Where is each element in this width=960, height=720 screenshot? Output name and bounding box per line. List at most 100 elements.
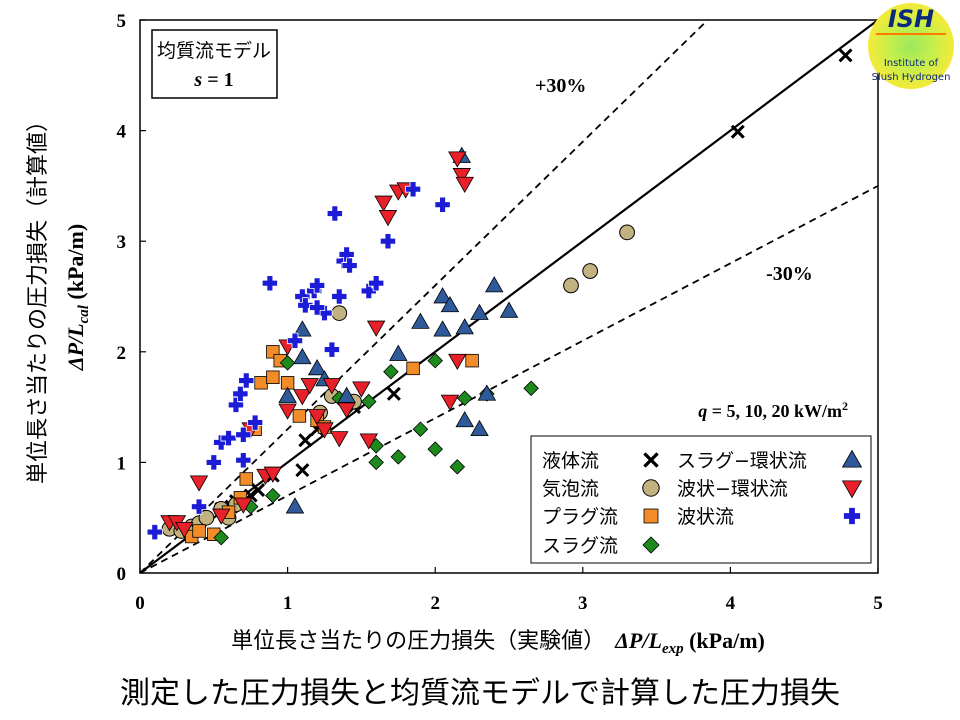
minus30-label: -30%	[766, 263, 813, 285]
legend-label: 波状−環状流	[677, 478, 788, 500]
legend-marker-circle	[642, 479, 660, 497]
figure-caption: 測定した圧力損失と均質流モデルで計算した圧力損失	[120, 676, 840, 711]
point-plus	[405, 181, 422, 198]
point-square	[192, 524, 206, 538]
logo-subtitle-2: Slush Hydrogen	[872, 72, 951, 83]
point-circle	[331, 305, 348, 321]
point-triangle-up	[307, 359, 327, 376]
point-square	[254, 376, 268, 390]
point-triangle-up	[389, 344, 408, 361]
point-plus	[434, 196, 451, 213]
y-axis-title-jp: 単位長さ当たりの圧力損失（計算値）	[26, 110, 51, 484]
legend-label: 液体流	[542, 450, 599, 472]
y-tick-label: 2	[117, 343, 127, 364]
point-diamond	[279, 355, 296, 371]
point-plus	[238, 372, 255, 389]
point-plus	[323, 341, 340, 358]
point-triangle-down	[352, 381, 371, 398]
point-triangle-down	[378, 210, 398, 227]
svg-text:ΔP/Lcal (kPa/m): ΔP/Lcal (kPa/m)	[63, 224, 92, 371]
x-tick-label: 2	[430, 593, 440, 614]
point-plus	[247, 414, 264, 431]
point-plus	[368, 275, 385, 292]
y-tick-label: 4	[117, 122, 127, 143]
point-diamond	[213, 529, 229, 546]
point-square	[266, 370, 280, 384]
plot-frame	[139, 19, 879, 574]
point-triangle-down	[330, 431, 349, 448]
point-plus	[205, 454, 222, 471]
legend-label: 気泡流	[542, 478, 599, 500]
svg-text:単位長さ当たりの圧力損失（実験値）ΔP/Lexp (kPa/: 単位長さ当たりの圧力損失（実験値） ΔP/Lexp (kPa/m)	[231, 628, 765, 657]
point-plus	[286, 332, 304, 349]
reference-line-0	[140, 20, 878, 573]
logo-subtitle-1: Institute of	[884, 58, 939, 69]
point-plus	[309, 299, 326, 316]
point-plus	[341, 257, 358, 274]
point-x	[295, 463, 310, 478]
point-triangle-down	[337, 402, 356, 419]
axis-ticks: 0 1 2 3 4 5 0 1 2 3 4 5	[117, 11, 883, 614]
point-triangle-up	[433, 287, 452, 304]
point-plus	[232, 385, 249, 402]
point-triangle-up	[293, 320, 312, 337]
point-triangle-down	[293, 389, 312, 406]
point-diamond	[523, 380, 539, 397]
point-triangle-down	[440, 394, 460, 411]
y-axis-title: 単位長さ当たりの圧力損失（計算値） ΔP/Lcal (kPa/m)	[26, 110, 92, 484]
legend-marker-triangle-up	[841, 449, 863, 468]
point-plus	[309, 277, 326, 294]
point-triangle-down	[374, 195, 393, 212]
point-triangle-up	[455, 318, 474, 335]
data-markers	[146, 48, 853, 546]
x-tick-label: 1	[283, 593, 293, 614]
point-diamond	[265, 487, 281, 504]
point-plus	[326, 205, 343, 222]
point-square	[406, 361, 420, 376]
point-diamond	[449, 459, 466, 475]
legend-label: スラグ流	[542, 535, 618, 557]
point-plus	[235, 426, 252, 443]
point-diamond	[383, 363, 399, 380]
x-tick-label: 5	[873, 593, 883, 614]
legend-label: スラグ−環状流	[677, 450, 807, 472]
point-plus	[190, 498, 208, 515]
point-plus	[146, 524, 163, 541]
point-triangle-down	[455, 176, 474, 194]
point-plus	[297, 297, 314, 314]
point-triangle-up	[278, 386, 297, 403]
point-plus	[227, 396, 244, 413]
point-plus	[379, 233, 397, 250]
point-plus	[220, 430, 237, 447]
model-box-param: s = 1	[193, 69, 233, 91]
point-diamond	[427, 441, 443, 457]
point-triangle-up	[293, 347, 312, 365]
point-square	[465, 353, 479, 368]
point-triangle-up	[337, 386, 356, 403]
point-triangle-up	[285, 497, 305, 514]
condition-label: q = 5, 10, 20 kW/m2	[698, 399, 848, 421]
reference-line-2	[140, 185, 878, 573]
y-tick-label: 0	[117, 564, 127, 585]
point-diamond	[456, 390, 473, 407]
point-square	[292, 409, 307, 423]
point-triangle-down	[175, 521, 194, 539]
point-triangle-down	[322, 378, 342, 395]
point-triangle-down	[263, 466, 283, 483]
point-triangle-up	[470, 419, 489, 437]
point-diamond	[368, 454, 384, 471]
x-axis-title: 単位長さ当たりの圧力損失（実験値） ΔP/Lexp (kPa/m)	[231, 628, 765, 657]
point-triangle-down	[211, 508, 231, 525]
x-tick-label: 0	[135, 593, 145, 614]
x-tick-label: 3	[578, 593, 588, 614]
y-tick-label: 3	[117, 232, 127, 253]
point-triangle-down	[307, 409, 327, 426]
point-triangle-down	[452, 168, 472, 185]
reference-line-1	[140, 20, 709, 573]
point-triangle-down	[359, 433, 379, 450]
point-triangle-up	[455, 411, 474, 428]
point-circle	[582, 263, 599, 279]
point-triangle-up	[411, 312, 430, 329]
point-plus	[360, 282, 377, 300]
